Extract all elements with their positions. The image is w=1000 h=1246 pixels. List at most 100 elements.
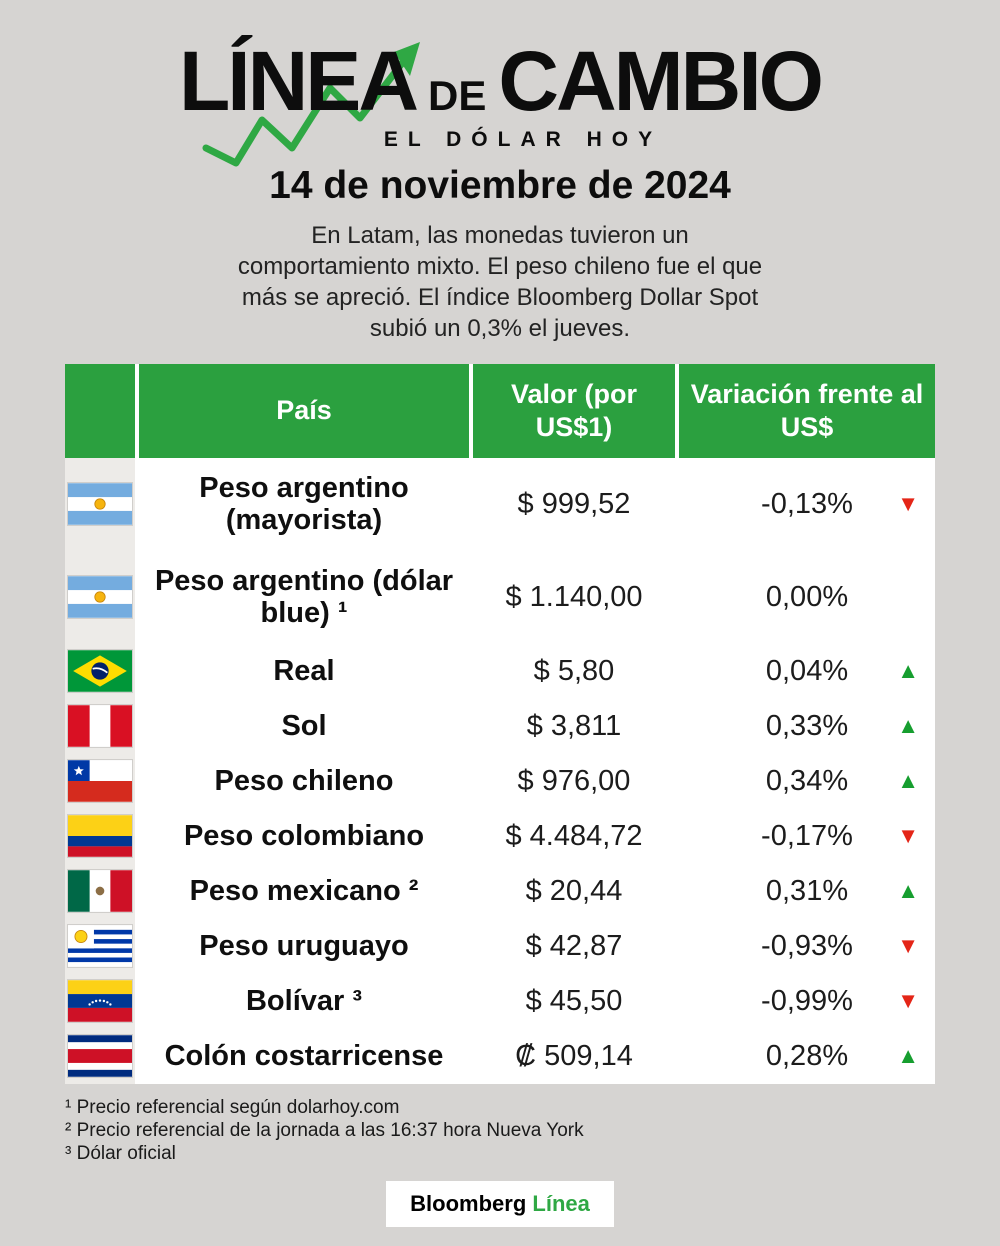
footnote: ² Precio referencial de la jornada a las…	[65, 1119, 584, 1141]
exchange-rate-value: ₡ 509,14	[515, 1039, 633, 1072]
footnote: ¹ Precio referencial según dolarhoy.com	[65, 1096, 400, 1118]
currency-name: Peso argentino (mayorista)	[199, 471, 409, 537]
flag-cell	[65, 643, 135, 699]
flag-cell	[65, 808, 135, 864]
footer: Bloomberg Línea	[0, 1180, 1000, 1227]
chile-flag-icon	[68, 760, 132, 803]
table-header-row: País Valor (por US$1) Variación frente a…	[65, 363, 935, 458]
variation-value: 0,04%	[765, 654, 849, 687]
currency-name: Peso argentino (dólar blue) ¹	[154, 564, 454, 630]
peru-flag-icon	[68, 705, 132, 748]
flag-cell	[65, 550, 135, 644]
trend-arrow-icon: ▲	[897, 878, 919, 904]
bloomberg-linea-logo: Bloomberg Línea	[386, 1180, 614, 1227]
variation-cell: 0,31% ▲	[679, 864, 935, 919]
flag-cell	[65, 698, 135, 754]
currency-name: Bolívar ³	[245, 985, 363, 1018]
logo-part1: LÍNEA	[179, 34, 419, 128]
table-row: Peso argentino (dólar blue) ¹ $ 1.140,00…	[65, 550, 935, 644]
currency-name: Peso chileno	[214, 765, 394, 798]
variation-cell: 0,34% ▲	[679, 754, 935, 809]
country-column-header: País	[139, 363, 469, 458]
currency-name: Peso colombiano	[183, 820, 425, 853]
variation-value: 0,00%	[765, 580, 849, 613]
header: LÍNEA DE CAMBIO EL DÓLAR HOY 14 de novie…	[0, 0, 1000, 344]
trend-arrow-icon: ▼	[897, 823, 919, 849]
exchange-rate-value: $ 1.140,00	[505, 580, 643, 613]
uruguay-flag-icon	[68, 925, 132, 968]
logo: LÍNEA DE CAMBIO	[0, 34, 1000, 128]
flag-cell	[65, 918, 135, 974]
table-row: Sol $ 3,811 0,33% ▲	[65, 698, 935, 754]
flag-column-header	[65, 363, 135, 458]
trend-arrow-icon: ▼	[897, 988, 919, 1014]
trend-arrow-icon: ▼	[897, 933, 919, 959]
variation-cell: 0,04% ▲	[679, 644, 935, 699]
table-row: Bolívar ³ $ 45,50 -0,99% ▼	[65, 973, 935, 1029]
variation-cell: 0,28% ▲	[679, 1029, 935, 1084]
currency-name: Real	[273, 655, 335, 688]
value-column-header: Valor (por US$1)	[473, 363, 675, 458]
variation-cell: -0,99% ▼	[679, 974, 935, 1029]
exchange-rate-value: $ 4.484,72	[505, 819, 643, 852]
currency-name: Sol	[281, 710, 327, 743]
brand-bloomberg: Bloomberg	[410, 1190, 527, 1216]
variation-value: -0,17%	[761, 819, 853, 852]
currency-name: Peso uruguayo	[199, 930, 409, 963]
flag-cell	[65, 1028, 135, 1084]
trend-arrow-icon: ▲	[897, 1043, 919, 1069]
variation-value: -0,93%	[761, 929, 853, 962]
exchange-rate-table: País Valor (por US$1) Variación frente a…	[65, 363, 935, 1084]
flag-cell	[65, 753, 135, 809]
summary-line: comportamiento mixto. El peso chileno fu…	[237, 252, 763, 280]
flag-cell	[65, 863, 135, 919]
variation-value: -0,13%	[761, 487, 853, 520]
summary-paragraph: En Latam, las monedas tuvieron un compor…	[0, 220, 1000, 344]
trend-arrow-icon: ▼	[897, 491, 919, 517]
variation-cell: -0,17% ▼	[679, 809, 935, 864]
variation-value: 0,33%	[765, 709, 849, 742]
exchange-rate-value: $ 976,00	[517, 764, 631, 797]
table-row: Peso argentino (mayorista) $ 999,52 -0,1…	[65, 457, 935, 551]
flag-cell	[65, 973, 135, 1029]
footnote: ³ Dólar oficial	[65, 1142, 176, 1164]
currency-name: Peso mexicano ²	[189, 875, 419, 908]
colombia-flag-icon	[68, 815, 132, 858]
exchange-rate-value: $ 5,80	[533, 654, 615, 687]
table-row: Peso mexicano ² $ 20,44 0,31% ▲	[65, 863, 935, 919]
variation-value: 0,28%	[765, 1039, 849, 1072]
flag-cell	[65, 457, 135, 551]
footnotes: ¹ Precio referencial según dolarhoy.com …	[65, 1096, 1000, 1165]
summary-line: subió un 0,3% el jueves.	[369, 314, 631, 342]
summary-line: En Latam, las monedas tuvieron un	[311, 221, 689, 249]
logo-tagline: EL DÓLAR HOY	[383, 127, 663, 151]
exchange-rate-value: $ 42,87	[525, 929, 623, 962]
exchange-rate-value: $ 999,52	[517, 487, 631, 520]
logo-part2: DE	[428, 72, 487, 119]
variation-cell: -0,13% ▼	[679, 458, 935, 551]
trend-arrow-icon: ▲	[897, 713, 919, 739]
argentina-flag-icon	[68, 483, 132, 526]
variation-value: 0,31%	[765, 874, 849, 907]
table-row: Real $ 5,80 0,04% ▲	[65, 643, 935, 699]
table-row: Peso uruguayo $ 42,87 -0,93% ▼	[65, 918, 935, 974]
exchange-rate-value: $ 20,44	[525, 874, 623, 907]
date-heading: 14 de noviembre de 2024	[269, 163, 731, 207]
variation-column-header: Variación frente al US$	[679, 363, 935, 458]
summary-line: más se apreció. El índice Bloomberg Doll…	[241, 283, 759, 311]
logo-part3: CAMBIO	[498, 34, 824, 128]
variation-cell: 0,00%	[679, 551, 935, 644]
variation-value: -0,99%	[761, 984, 853, 1017]
costa-rica-flag-icon	[68, 1035, 132, 1078]
table-row: Peso colombiano $ 4.484,72 -0,17% ▼	[65, 808, 935, 864]
currency-name: Colón costarricense	[164, 1040, 444, 1073]
exchange-rate-value: $ 45,50	[525, 984, 623, 1017]
variation-cell: 0,33% ▲	[679, 699, 935, 754]
table-row: Peso chileno $ 976,00 0,34% ▲	[65, 753, 935, 809]
argentina-flag-icon	[68, 576, 132, 619]
brazil-flag-icon	[68, 650, 132, 693]
variation-cell: -0,93% ▼	[679, 919, 935, 974]
trend-arrow-icon: ▲	[897, 658, 919, 684]
table-row: Colón costarricense ₡ 509,14 0,28% ▲	[65, 1028, 935, 1084]
variation-value: 0,34%	[765, 764, 849, 797]
